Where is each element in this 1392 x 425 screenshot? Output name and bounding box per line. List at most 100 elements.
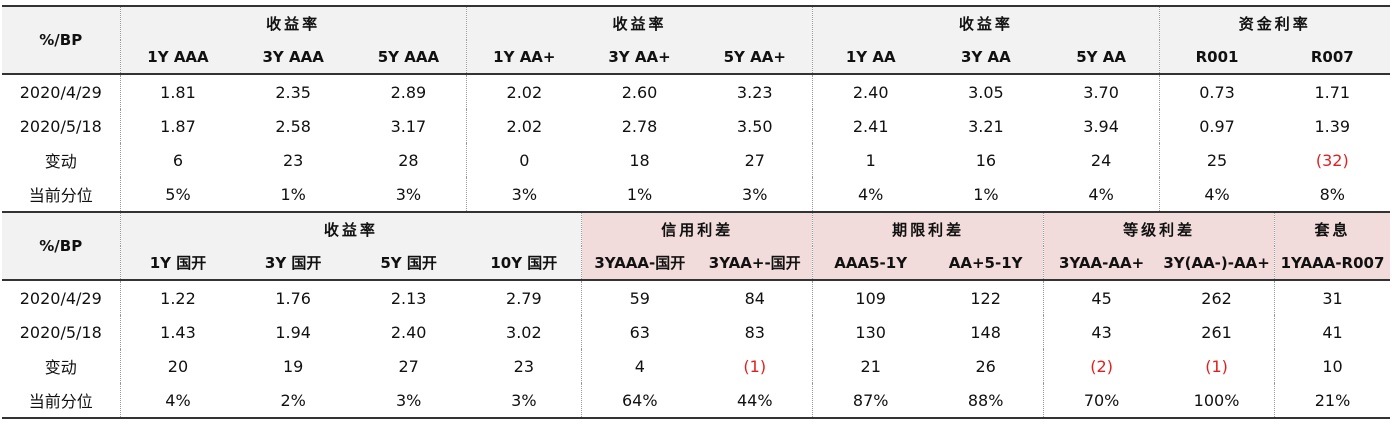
cell: 1.76	[275, 288, 311, 308]
group-header: 资金利率	[1158, 5, 1390, 40]
cell: 3%	[742, 184, 768, 204]
cell: (32)	[1315, 150, 1349, 170]
row-label: 2020/5/18	[19, 322, 102, 342]
cell: 100%	[1159, 383, 1275, 419]
cell: 24	[1090, 150, 1112, 170]
cell: 19	[283, 356, 304, 376]
cell: 0.73	[1158, 74, 1275, 109]
cell: 84	[744, 288, 765, 308]
cell: 28	[398, 150, 419, 170]
column-header: 5Y 国开	[350, 246, 467, 281]
header-row: %/BP 收益率 信用利差 期限利差 等级利差 套息	[2, 211, 1390, 281]
cell: 0.97	[1158, 109, 1275, 143]
cell: 3.05	[968, 82, 1004, 102]
cell: 26	[975, 356, 996, 376]
cell: 148	[970, 322, 1001, 342]
cell: 2%	[235, 383, 351, 419]
cell: 2.78	[621, 116, 658, 136]
column-header: 3Y AA+	[581, 40, 698, 75]
cell: 2.89	[390, 82, 427, 102]
row-label: 2020/4/29	[19, 288, 102, 308]
cell: 44%	[697, 383, 813, 419]
cell: 2.13	[390, 288, 427, 308]
cell: 3%	[350, 383, 467, 419]
row-label: 2020/4/29	[19, 82, 102, 102]
cell: 3.70	[1083, 82, 1119, 102]
cell: 27	[398, 356, 419, 376]
column-header: 1Y AA	[812, 40, 929, 75]
cell: 109	[812, 280, 929, 315]
cell: 4%	[812, 177, 929, 211]
cell: 21	[812, 349, 929, 383]
cell: 261	[1201, 322, 1232, 342]
group-header: 收益率	[119, 211, 582, 246]
data-table: %/BP 收益率 收益率 收益率 资金利率 1Y AAA 3Y AAA 5Y AAA 1Y AA…	[2, 5, 1390, 211]
column-header: 5Y AA	[1043, 40, 1160, 75]
cell: 2.79	[506, 288, 542, 308]
cell: 130	[812, 315, 929, 349]
cell: 23	[513, 356, 535, 376]
cell: 87%	[812, 383, 929, 419]
cell: 3%	[466, 383, 582, 419]
cell: 3.50	[736, 116, 773, 136]
column-header: 1Y AA+	[465, 40, 582, 75]
column-header: 3YAA+-国开	[697, 246, 813, 281]
cell: 3.21	[968, 116, 1004, 136]
cell: 6	[119, 143, 236, 177]
column-header: AAA5-1Y	[812, 246, 929, 281]
cell: 3.02	[506, 322, 542, 342]
cell: 3%	[465, 177, 582, 211]
cell: 70%	[1043, 383, 1160, 419]
cell: 1%	[626, 184, 653, 204]
cell: 88%	[928, 383, 1044, 419]
cell: 1.43	[119, 315, 236, 349]
cell: 4	[581, 349, 698, 383]
cell: 2.40	[812, 74, 929, 109]
cell: 21%	[1274, 383, 1390, 419]
group-header: 等级利差	[1043, 211, 1275, 246]
cell: 1.39	[1314, 116, 1351, 136]
cell: 2.40	[390, 322, 427, 342]
column-header: 3Y AAA	[235, 40, 351, 75]
cell: 1.87	[119, 109, 236, 143]
cell: 31	[1274, 280, 1390, 315]
cell: 8%	[1319, 184, 1345, 204]
data-row: 当前分位 5% 1% 3% 3% 1% 3% 4% 1% 4% 4% 8%	[2, 177, 1390, 211]
cell: 5%	[119, 177, 236, 211]
data-row: 变动 20 19 27 23 4 (1) 21 26 (2) (1) 10	[2, 349, 1390, 383]
column-header: 10Y 国开	[466, 246, 582, 281]
row-label: 2020/5/18	[19, 116, 102, 136]
data-table: %/BP 收益率 信用利差 期限利差 等级利差 套息 1Y 国开 3Y 国开 5Y 国开 10Y …	[2, 211, 1390, 419]
column-header: R001	[1158, 40, 1275, 75]
corner-cell: %/BP	[2, 5, 120, 75]
cell: 27	[744, 150, 765, 170]
column-header: 3Y 国开	[235, 246, 351, 281]
cell: 2.02	[465, 74, 582, 109]
cell: 23	[283, 150, 304, 170]
column-header: R007	[1274, 40, 1390, 75]
cell: (1)	[743, 356, 767, 376]
cell: 262	[1201, 288, 1232, 308]
cell: 4%	[1158, 177, 1275, 211]
column-header: 1Y 国开	[119, 246, 236, 281]
corner-cell: %/BP	[2, 211, 120, 281]
cell: 83	[744, 322, 765, 342]
cell: 25	[1158, 143, 1275, 177]
header-row: %/BP 收益率 收益率 收益率 资金利率	[2, 5, 1390, 75]
cell: 0	[465, 143, 582, 177]
cell: 16	[975, 150, 997, 170]
column-header: 5Y AAA	[350, 40, 467, 75]
cell: (2)	[1043, 349, 1160, 383]
group-header: 套息	[1274, 211, 1390, 246]
column-header: 3YAA-AA+	[1043, 246, 1160, 281]
cell: 1.71	[1314, 82, 1351, 102]
group-header: 收益率	[812, 5, 1160, 40]
group-header: 收益率	[119, 5, 467, 40]
cell: 1.94	[275, 322, 311, 342]
cell: 2.60	[621, 82, 658, 102]
cell: 3%	[395, 184, 422, 204]
cell: 1.22	[119, 280, 236, 315]
cell: 3.23	[736, 82, 773, 102]
cell: 41	[1274, 315, 1390, 349]
column-header: AA+5-1Y	[928, 246, 1044, 281]
